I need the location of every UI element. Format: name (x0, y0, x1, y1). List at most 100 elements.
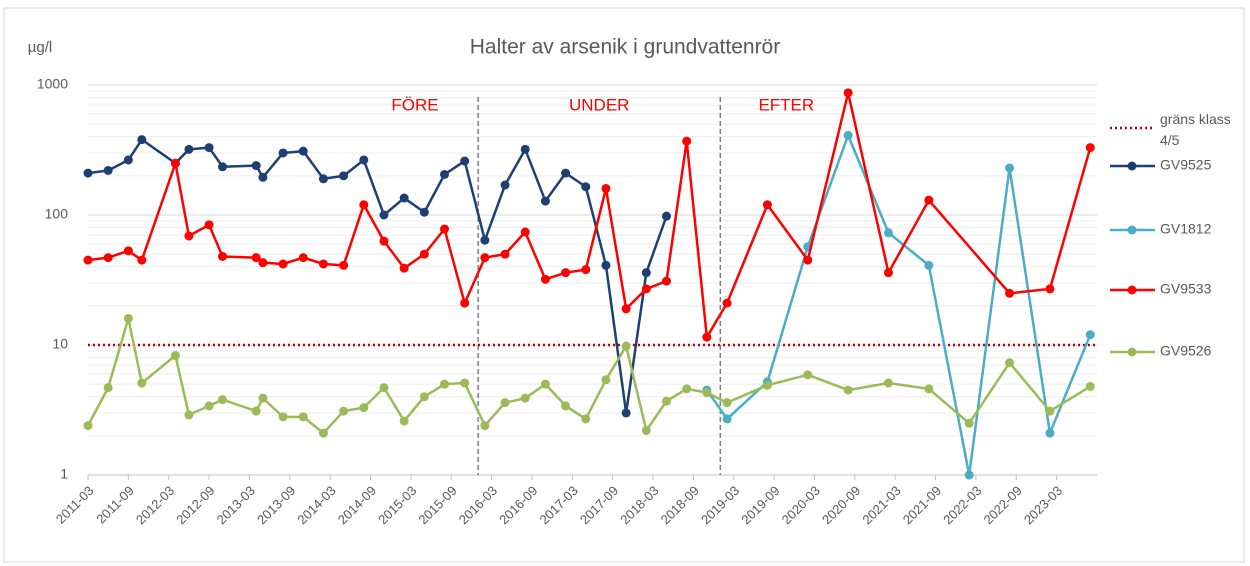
data-point (123, 155, 133, 165)
data-point (460, 298, 470, 308)
data-point (601, 183, 611, 193)
data-point (682, 384, 692, 394)
data-point (1045, 428, 1055, 438)
data-point (561, 401, 571, 411)
legend-label: GV9525 (1160, 157, 1212, 173)
data-point (318, 174, 328, 184)
data-point (298, 412, 308, 422)
data-point (1085, 381, 1095, 391)
data-point (1085, 143, 1095, 153)
data-point (218, 251, 228, 261)
data-point (601, 260, 611, 270)
data-point (359, 403, 369, 413)
data-point (1045, 406, 1055, 416)
data-point (339, 260, 349, 270)
data-point (561, 268, 571, 278)
data-point (251, 406, 261, 416)
data-point (500, 180, 510, 190)
data-point (843, 130, 853, 140)
data-point (601, 375, 611, 385)
data-point (480, 421, 490, 431)
data-point (318, 259, 328, 269)
data-point (581, 182, 591, 192)
data-point (621, 408, 631, 418)
data-point (843, 88, 853, 98)
data-point (480, 235, 490, 245)
data-point (621, 304, 631, 314)
data-point (561, 168, 571, 178)
data-point (520, 227, 530, 237)
data-point (218, 162, 228, 172)
data-point (379, 210, 389, 220)
data-point (722, 414, 732, 424)
data-point (440, 169, 450, 179)
data-point (419, 207, 429, 217)
data-point (83, 255, 93, 265)
data-point (204, 220, 214, 230)
data-point (339, 171, 349, 181)
data-point (924, 384, 934, 394)
data-point (204, 401, 214, 411)
data-point (480, 253, 490, 263)
data-point (1045, 284, 1055, 294)
data-point (762, 380, 772, 390)
data-point (520, 144, 530, 154)
data-point (540, 196, 550, 206)
data-point (278, 259, 288, 269)
y-tick-label: 100 (45, 206, 69, 222)
legend-marker (1127, 161, 1137, 171)
y-tick-label: 10 (52, 336, 68, 352)
data-point (278, 148, 288, 158)
data-point (298, 146, 308, 156)
data-point (581, 414, 591, 424)
data-point (883, 378, 893, 388)
legend-label: GV9533 (1160, 281, 1212, 297)
legend-label: gräns klass 4/5 (1160, 111, 1231, 148)
data-point (661, 211, 671, 221)
data-point (722, 398, 732, 408)
data-point (661, 276, 671, 286)
chart-title: Halter av arsenik i grundvattenrör (470, 36, 780, 59)
data-point (924, 260, 934, 270)
data-point (184, 410, 194, 420)
data-point (682, 136, 692, 146)
y-tick-label: 1 (60, 466, 68, 482)
chart-border (3, 7, 1245, 563)
legend-marker (1127, 225, 1137, 235)
data-point (500, 398, 510, 408)
data-point (1005, 163, 1015, 173)
legend-label: GV9526 (1160, 343, 1212, 359)
data-point (83, 168, 93, 178)
data-point (883, 268, 893, 278)
y-tick-label: 1000 (37, 76, 68, 92)
data-point (170, 158, 180, 168)
data-point (702, 388, 712, 398)
data-point (883, 228, 893, 238)
data-point (379, 236, 389, 246)
data-point (123, 313, 133, 323)
data-point (83, 421, 93, 431)
data-point (419, 249, 429, 259)
data-point (661, 396, 671, 406)
data-point (1005, 288, 1015, 298)
data-point (621, 341, 631, 351)
data-point (204, 143, 214, 153)
data-point (399, 416, 409, 426)
data-point (500, 249, 510, 259)
data-point (641, 268, 651, 278)
data-point (540, 274, 550, 284)
legend-label: GV1812 (1160, 221, 1212, 237)
data-point (184, 231, 194, 241)
data-point (359, 155, 369, 165)
data-point (803, 370, 813, 380)
data-point (103, 165, 113, 175)
data-point (258, 258, 268, 268)
data-point (924, 195, 934, 205)
y-axis-label: µg/l (28, 39, 53, 56)
period-label: UNDER (569, 95, 629, 114)
legend-marker (1127, 347, 1137, 357)
data-point (298, 253, 308, 263)
data-point (722, 298, 732, 308)
data-point (440, 379, 450, 389)
